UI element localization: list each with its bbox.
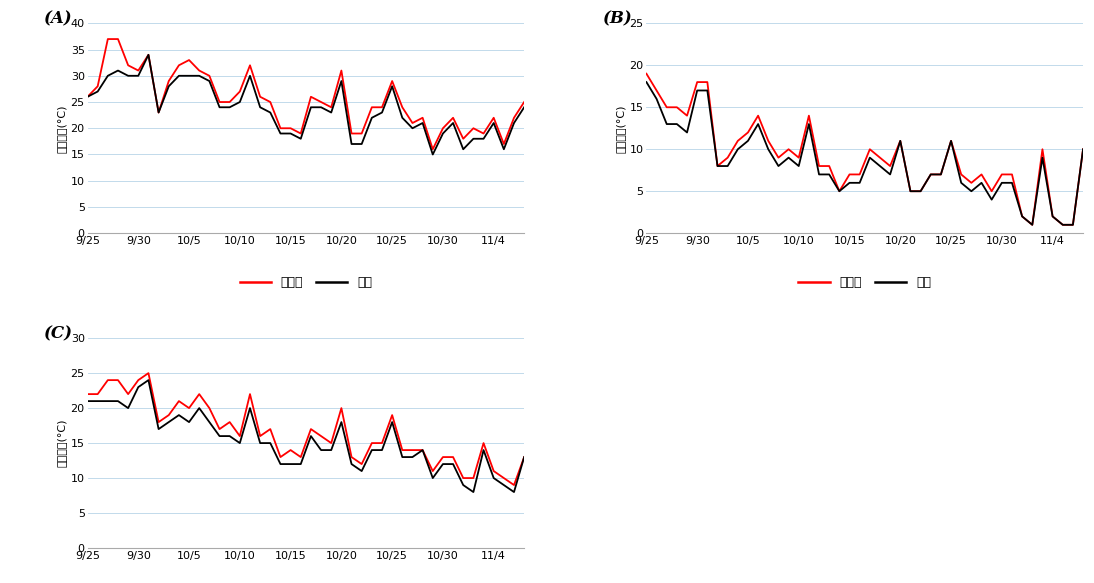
Y-axis label: 평균온도(°C): 평균온도(°C) — [57, 419, 67, 468]
Legend: 무가온, 노지: 무가온, 노지 — [793, 271, 936, 294]
Y-axis label: 최저온도(°C): 최저온도(°C) — [615, 104, 626, 153]
Legend: 무가온, 노지: 무가온, 노지 — [234, 271, 377, 294]
Y-axis label: 최고온도(°C): 최고온도(°C) — [57, 104, 67, 153]
Text: (A): (A) — [44, 10, 72, 28]
Text: (B): (B) — [603, 10, 632, 28]
Text: (C): (C) — [44, 325, 73, 343]
